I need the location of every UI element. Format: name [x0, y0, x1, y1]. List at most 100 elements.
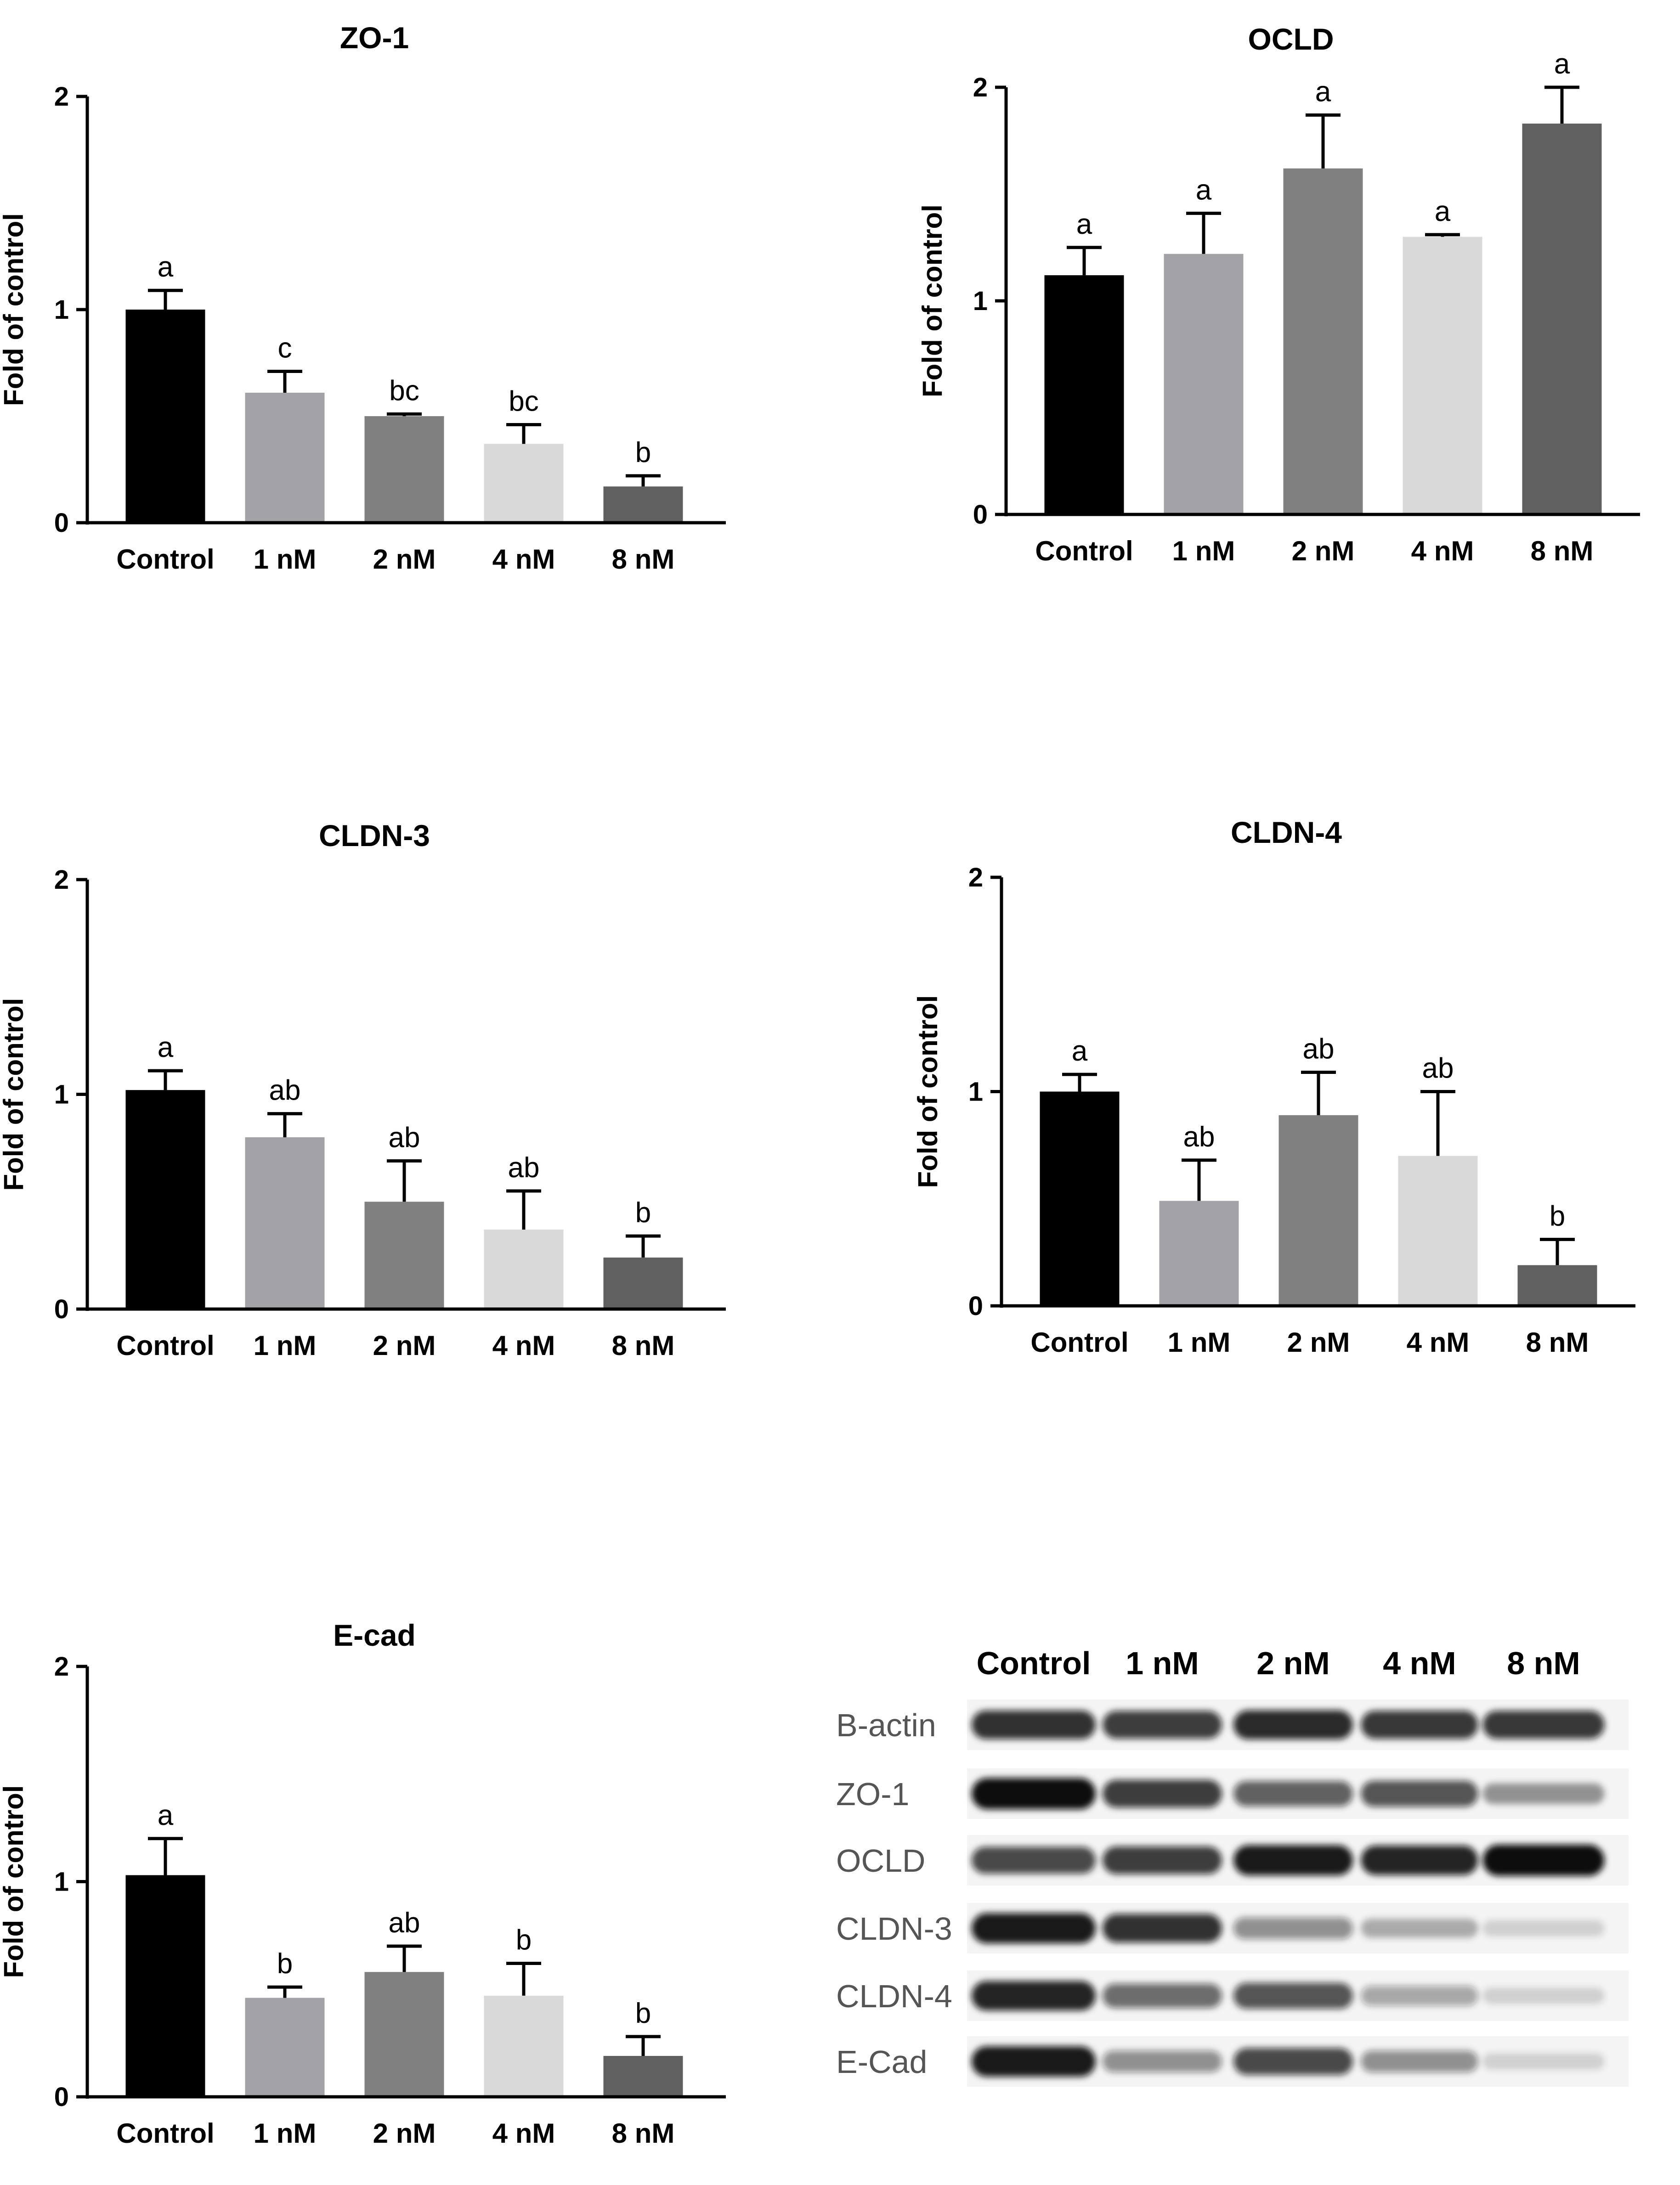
bar-4-nm — [484, 444, 564, 523]
category-label: Control — [116, 544, 214, 575]
significance-label: ab — [508, 1152, 540, 1184]
category-label: 1 nM — [254, 544, 317, 575]
blot-row-label: OCLD — [836, 1843, 925, 1879]
blot-band — [1482, 1987, 1605, 2004]
chart-title: E-cad — [333, 1618, 416, 1652]
blot-row-label: B-actin — [836, 1707, 936, 1743]
category-label: 2 nM — [1287, 1327, 1350, 1358]
category-label: 8 nM — [612, 1330, 675, 1361]
blot-band — [1103, 1914, 1222, 1943]
significance-label: a — [158, 1800, 174, 1831]
blot-lane-label: Control — [977, 1645, 1091, 1681]
significance-label: c — [278, 333, 292, 364]
category-label: 2 nM — [373, 2118, 436, 2149]
blot-row-label: CLDN-4 — [836, 1978, 952, 2014]
y-axis-label: Fold of control — [917, 204, 948, 397]
bar-control — [125, 310, 205, 523]
significance-label: ab — [389, 1907, 420, 1939]
bar-1-nm — [245, 1998, 325, 2097]
significance-label: a — [1554, 48, 1570, 80]
y-tick-label: 1 — [973, 286, 988, 316]
western-blot: Control 1 nM 2 nM 4 nM 8 nM B-actin ZO-1 OCLD CL… — [836, 1645, 1629, 2087]
bar-2-nm — [364, 416, 444, 523]
blot-band — [1361, 1919, 1478, 1938]
bar-8-nm — [603, 486, 683, 523]
y-tick-label: 2 — [54, 82, 69, 112]
y-tick-label: 0 — [973, 500, 988, 530]
y-axis-label: Fold of control — [0, 213, 29, 406]
blot-band — [1361, 1780, 1478, 1807]
category-label: 2 nM — [1292, 536, 1355, 566]
significance-label: ab — [1183, 1121, 1215, 1153]
significance-label: a — [1072, 1035, 1088, 1067]
blot-band — [1103, 1779, 1222, 1808]
y-axis-label: Fold of control — [0, 1785, 29, 1978]
bar-2-nm — [1283, 168, 1363, 514]
blot-band — [1482, 1920, 1605, 1937]
y-tick-label: 1 — [54, 295, 69, 325]
significance-label: bc — [389, 375, 419, 407]
significance-label: b — [277, 1948, 293, 1980]
blot-band — [1361, 1845, 1478, 1875]
bar-8-nm — [603, 2055, 683, 2097]
category-label: Control — [116, 2118, 214, 2149]
significance-label: b — [635, 437, 651, 469]
blot-band — [1482, 2053, 1605, 2070]
blot-band — [1233, 2048, 1353, 2075]
blot-band — [1482, 1845, 1605, 1876]
bar-4-nm — [1403, 237, 1482, 514]
blot-band — [1103, 1846, 1222, 1874]
category-label: Control — [116, 1330, 214, 1361]
category-label: 4 nM — [492, 544, 555, 575]
significance-label: b — [635, 1197, 651, 1229]
blot-lane-label: 2 nM — [1256, 1645, 1329, 1681]
y-tick-label: 0 — [54, 1294, 69, 1324]
y-tick-label: 1 — [968, 1077, 983, 1107]
category-label: 1 nM — [254, 1330, 317, 1361]
category-label: 1 nM — [1172, 536, 1235, 566]
blot-band — [972, 1710, 1096, 1739]
y-tick-label: 0 — [968, 1291, 983, 1321]
blot-row-label: CLDN-3 — [836, 1911, 952, 1947]
blot-lane-label: 4 nM — [1383, 1645, 1456, 1681]
blot-band — [1482, 1711, 1605, 1739]
blot-band — [972, 2046, 1096, 2077]
y-tick-label: 2 — [54, 865, 69, 895]
bar-4-nm — [484, 1995, 564, 2097]
bar-4-nm — [1398, 1156, 1478, 1306]
chart-panel-0: ZO-1 Fold of control a Control c 1 nM bc 2 nM bc… — [0, 21, 726, 575]
bar-8-nm — [1517, 1265, 1597, 1306]
chart-panel-4: E-cad Fold of control a Control b 1 nM ab 2 nM b… — [0, 1618, 726, 2149]
y-tick-label: 2 — [973, 73, 988, 102]
category-label: Control — [1030, 1327, 1128, 1358]
bar-control — [1044, 275, 1124, 514]
blot-band — [972, 1913, 1096, 1944]
significance-label: ab — [269, 1075, 301, 1107]
y-tick-label: 0 — [54, 508, 69, 538]
blot-band — [1482, 1783, 1605, 1804]
category-label: 8 nM — [612, 544, 675, 575]
blot-band — [1233, 1781, 1353, 1807]
blot-band — [1233, 1710, 1353, 1739]
bar-2-nm — [364, 1202, 444, 1309]
chart-title: CLDN-4 — [1231, 815, 1342, 849]
significance-label: a — [1435, 196, 1451, 227]
bar-1-nm — [1159, 1201, 1239, 1306]
category-label: 1 nM — [254, 2118, 317, 2149]
blot-band — [1233, 1917, 1353, 1939]
blot-band — [972, 1981, 1096, 2011]
blot-lane-label: 8 nM — [1507, 1645, 1580, 1681]
category-label: 2 nM — [373, 1330, 436, 1361]
significance-label: a — [1076, 209, 1092, 240]
y-axis-label: Fold of control — [0, 998, 29, 1191]
bar-1-nm — [245, 392, 325, 523]
category-label: 8 nM — [612, 2118, 675, 2149]
significance-label: a — [1196, 174, 1212, 206]
category-label: 4 nM — [492, 1330, 555, 1361]
significance-label: a — [1315, 76, 1331, 107]
chart-panel-1: OCLD Fold of control a Control a 1 nM a 2 nM a 4 … — [917, 22, 1640, 566]
y-tick-label: 0 — [54, 2082, 69, 2112]
y-axis-label: Fold of control — [912, 995, 943, 1188]
blot-lane-label: 1 nM — [1126, 1645, 1199, 1681]
